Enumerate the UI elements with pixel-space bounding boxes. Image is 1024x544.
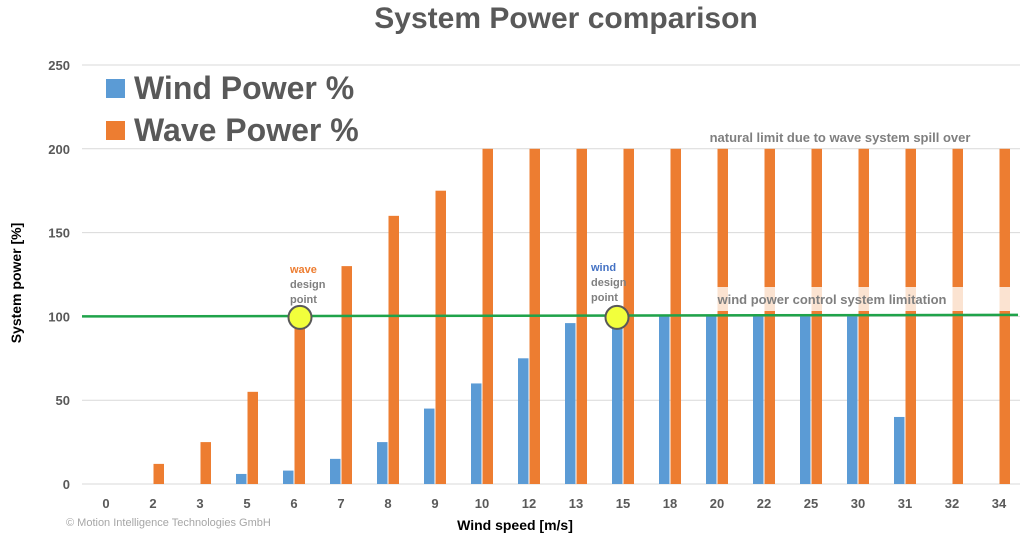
- bar-wave-8: [388, 215, 399, 484]
- bar-wind-6: [283, 470, 294, 484]
- y-tick-200: 200: [48, 142, 70, 157]
- bar-wind-25: [800, 316, 811, 484]
- x-tick-12: 12: [522, 496, 536, 511]
- bar-wave-fade-34: [999, 287, 1010, 311]
- x-tick-25: 25: [804, 496, 818, 511]
- bar-wind-18: [659, 316, 670, 484]
- wave-design-word: wave: [289, 264, 317, 276]
- x-tick-31: 31: [898, 496, 912, 511]
- y-tick-150: 150: [48, 226, 70, 241]
- wind-limit-annotation: wind power control system limitation: [717, 292, 947, 307]
- x-tick-9: 9: [431, 496, 438, 511]
- wave-design-point-marker: [287, 304, 313, 330]
- bar-wind-15: [612, 316, 623, 484]
- bar-wind-12: [518, 358, 529, 484]
- bar-wave-fade-20: [717, 287, 728, 311]
- copyright-notice: © Motion Intelligence Technologies GmbH: [66, 517, 271, 529]
- y-tick-100: 100: [48, 309, 70, 324]
- y-tick-250: 250: [48, 58, 70, 73]
- y-tick-0: 0: [63, 477, 70, 492]
- wave-design-point-label: wave design point: [289, 264, 326, 306]
- bar-wave-fade-32: [952, 287, 963, 311]
- wind-design-word: wind: [590, 262, 616, 274]
- wind-design-line2: design: [591, 277, 627, 289]
- bar-wave-fade-25: [811, 287, 822, 311]
- bar-wave-34: [999, 148, 1010, 485]
- x-tick-34: 34: [992, 496, 1007, 511]
- bar-wave-7: [341, 266, 352, 484]
- x-tick-5: 5: [243, 496, 250, 511]
- x-axis-label: Wind speed [m/s]: [457, 517, 573, 533]
- wave-design-line3: point: [290, 294, 317, 306]
- x-tick-8: 8: [384, 496, 391, 511]
- bar-wind-13: [565, 323, 576, 484]
- x-tick-2: 2: [149, 496, 156, 511]
- bar-wave-fade-30: [858, 287, 869, 311]
- x-tick-18: 18: [663, 496, 677, 511]
- y-tick-50: 50: [56, 393, 70, 408]
- chart-title: System Power comparison: [374, 2, 757, 35]
- wave-limit-band: [700, 127, 982, 147]
- x-tick-7: 7: [337, 496, 344, 511]
- bar-wave-fade-31: [905, 287, 916, 311]
- bar-wind-22: [753, 316, 764, 484]
- bar-wind-9: [424, 408, 435, 484]
- x-tick-22: 22: [757, 496, 771, 511]
- bar-wave-31: [905, 148, 916, 485]
- wind-design-point-label: wind design point: [590, 262, 627, 304]
- bar-wave-5: [247, 391, 258, 484]
- bar-wave-32: [952, 148, 963, 485]
- bar-wind-30: [847, 316, 858, 484]
- y-axis-label: System power [%]: [8, 223, 24, 344]
- legend-swatch-wave: [106, 121, 125, 140]
- x-tick-30: 30: [851, 496, 865, 511]
- x-axis-ticks: 0 2 3 5 6 7 8 9 10 12 13 15 18 20 22 25 30 31 32 34: [102, 496, 1007, 511]
- legend-label-wind: Wind Power %: [134, 70, 354, 106]
- x-tick-10: 10: [475, 496, 489, 511]
- bar-wind-10: [471, 383, 482, 484]
- bar-wave-9: [435, 190, 446, 484]
- bar-wind-7: [330, 458, 341, 484]
- x-tick-3: 3: [196, 496, 203, 511]
- wave-design-line2: design: [290, 279, 326, 291]
- design-point-markers: [287, 304, 630, 330]
- y-axis-ticks: 0 50 100 150 200 250: [48, 58, 70, 492]
- bar-wind-31: [894, 416, 905, 484]
- x-tick-13: 13: [569, 496, 583, 511]
- bar-wave-6: [294, 316, 305, 484]
- wave-limit-annotation: natural limit due to wave system spill o…: [710, 130, 971, 145]
- legend-swatch-wind: [106, 79, 125, 98]
- x-tick-0: 0: [102, 496, 109, 511]
- wind-design-point-marker: [604, 304, 630, 330]
- wind-design-line3: point: [591, 292, 618, 304]
- wave-limit-band-rect: [700, 127, 982, 147]
- bar-wave-2: [153, 463, 164, 484]
- legend-label-wave: Wave Power %: [134, 112, 359, 148]
- x-tick-20: 20: [710, 496, 724, 511]
- reference-line-100: [81, 313, 1019, 318]
- x-tick-15: 15: [616, 496, 630, 511]
- bar-wave-fade-22: [764, 287, 775, 311]
- bar-wave-30: [858, 148, 869, 485]
- bar-wind-8: [377, 442, 388, 484]
- x-tick-6: 6: [290, 496, 297, 511]
- legend: Wind Power % Wave Power %: [106, 70, 359, 148]
- bar-wave-3: [200, 442, 211, 484]
- bar-wind-5: [236, 473, 247, 484]
- x-tick-32: 32: [945, 496, 959, 511]
- bar-wind-20: [706, 316, 717, 484]
